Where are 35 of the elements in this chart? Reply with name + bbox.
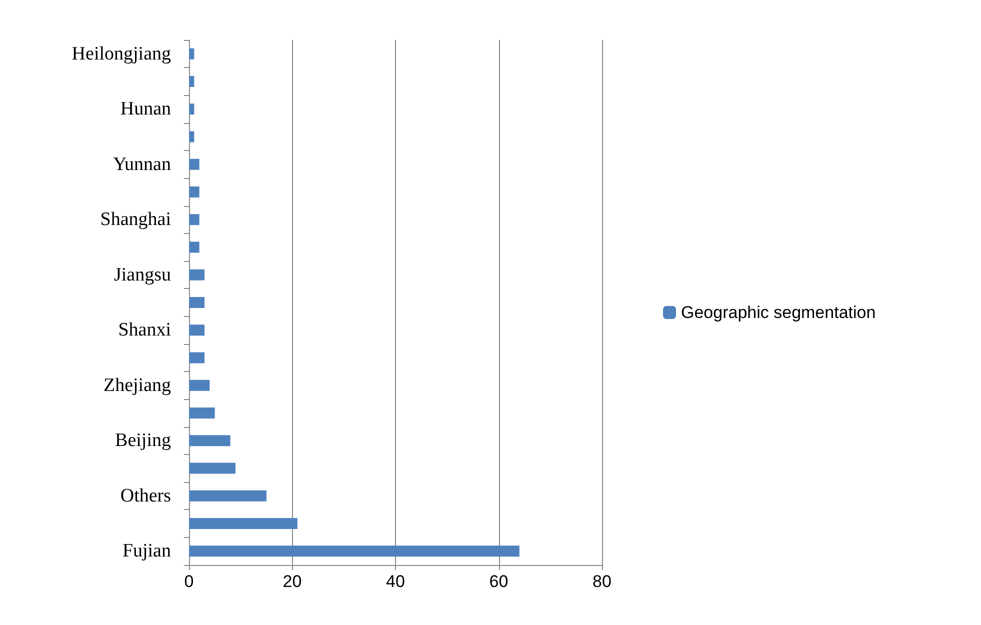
y-tick-label: Heilongjiang xyxy=(72,43,172,64)
x-tick-label: 60 xyxy=(489,572,508,591)
y-tick-label: Jiangsu xyxy=(114,264,172,286)
y-tick-label: Shanghai xyxy=(100,209,171,230)
y-tick-label: Beijing xyxy=(115,430,172,452)
x-tick-label: 20 xyxy=(282,572,302,591)
y-tick-label: Yunnan xyxy=(112,154,172,175)
bar xyxy=(189,214,200,226)
bar xyxy=(189,462,236,474)
bar xyxy=(189,324,204,336)
bar xyxy=(189,48,194,60)
x-tick-label: 40 xyxy=(386,572,405,591)
bar xyxy=(189,518,298,530)
y-tick-label: Shanxi xyxy=(118,320,171,341)
y-tick-label: Hunan xyxy=(120,98,172,120)
bar xyxy=(189,546,520,557)
legend-label: Geographic segmentation xyxy=(681,303,876,322)
y-tick-label: Zhejiang xyxy=(103,374,172,396)
bar xyxy=(189,158,200,170)
bar xyxy=(189,242,200,253)
y-tick-label: Others xyxy=(120,485,171,506)
bar xyxy=(189,408,215,419)
bar xyxy=(189,297,204,308)
bar xyxy=(189,490,266,502)
bar xyxy=(189,352,204,364)
bar xyxy=(189,380,210,391)
bar xyxy=(189,131,194,142)
x-tick-label: 0 xyxy=(184,572,194,591)
bar xyxy=(189,186,200,198)
bar xyxy=(189,435,230,446)
x-tick-label: 80 xyxy=(592,572,612,591)
bar xyxy=(189,104,194,115)
y-tick-label: Fujian xyxy=(122,540,172,562)
bar xyxy=(189,269,204,280)
bar xyxy=(189,76,194,87)
